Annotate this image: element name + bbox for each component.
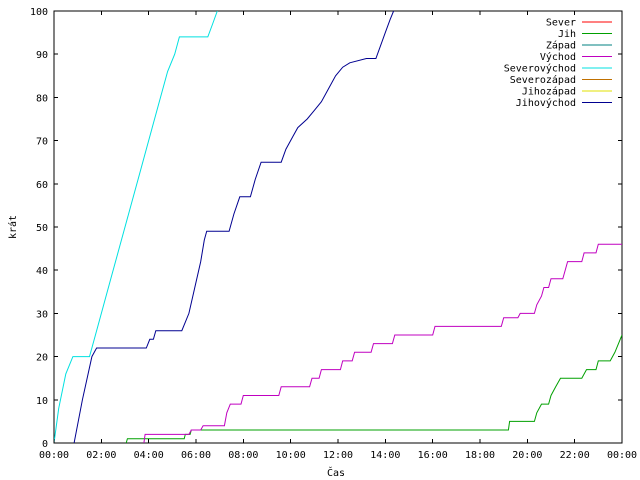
y-tick-label: 90: [36, 50, 48, 61]
y-tick-label: 20: [36, 353, 48, 364]
y-axis-label: krát: [7, 215, 19, 239]
x-tick-label: 00:00: [39, 450, 69, 461]
y-tick-label: 100: [30, 7, 48, 18]
series-line-8: [73, 11, 395, 443]
legend-label: Západ: [546, 40, 576, 52]
x-tick-label: 16:00: [418, 450, 448, 461]
series-line-2: [125, 334, 622, 443]
x-tick-label: 04:00: [134, 450, 164, 461]
y-tick-label: 50: [36, 223, 48, 234]
x-tick-label: 02:00: [86, 450, 116, 461]
legend-item: Severozápad: [510, 74, 612, 86]
legend-item: Západ: [546, 40, 612, 52]
series-layer: [54, 11, 622, 443]
series-line-5: [54, 11, 218, 443]
legend-label: Jihozápad: [522, 86, 576, 98]
x-axis-label: Čas: [327, 466, 345, 479]
x-axis-ticks: 00:00 02:00 04:00 06:00 08:00 10:00 12:00 14:00…: [39, 11, 637, 461]
y-tick-label: 40: [36, 266, 48, 277]
legend-item: Severovýchod: [504, 63, 612, 75]
legend-label: Východ: [540, 51, 576, 63]
legend-item: Východ: [540, 51, 612, 63]
legend-label: Severovýchod: [504, 63, 576, 75]
y-tick-label: 10: [36, 396, 48, 407]
legend-label: Sever: [546, 18, 576, 29]
series-line-4: [143, 243, 622, 443]
y-tick-label: 80: [36, 93, 48, 104]
legend-item: Jihozápad: [522, 86, 612, 98]
y-axis-ticks: 0 10 20 30 40 50 60 70 80 90 100: [30, 7, 622, 450]
x-tick-label: 18:00: [465, 450, 495, 461]
legend-label: Severozápad: [510, 74, 576, 86]
x-tick-label: 12:00: [323, 450, 353, 461]
x-tick-label: 14:00: [370, 450, 400, 461]
x-tick-label: 22:00: [560, 450, 590, 461]
y-tick-label: 60: [36, 180, 48, 191]
y-tick-label: 0: [42, 439, 48, 450]
legend: SeverJihZápadVýchodSeverovýchodSeverozáp…: [504, 18, 612, 109]
y-tick-label: 70: [36, 137, 48, 148]
legend-label: Jihovýchod: [516, 97, 576, 109]
legend-item: Jihovýchod: [516, 97, 612, 109]
x-tick-label: 20:00: [512, 450, 542, 461]
x-tick-label: 06:00: [181, 450, 211, 461]
legend-label: Jih: [558, 29, 576, 40]
legend-item: Sever: [546, 18, 612, 29]
x-tick-label: 00:00: [607, 450, 637, 461]
x-tick-label: 10:00: [276, 450, 306, 461]
legend-item: Jih: [558, 29, 612, 40]
y-tick-label: 30: [36, 309, 48, 320]
x-tick-label: 08:00: [228, 450, 258, 461]
